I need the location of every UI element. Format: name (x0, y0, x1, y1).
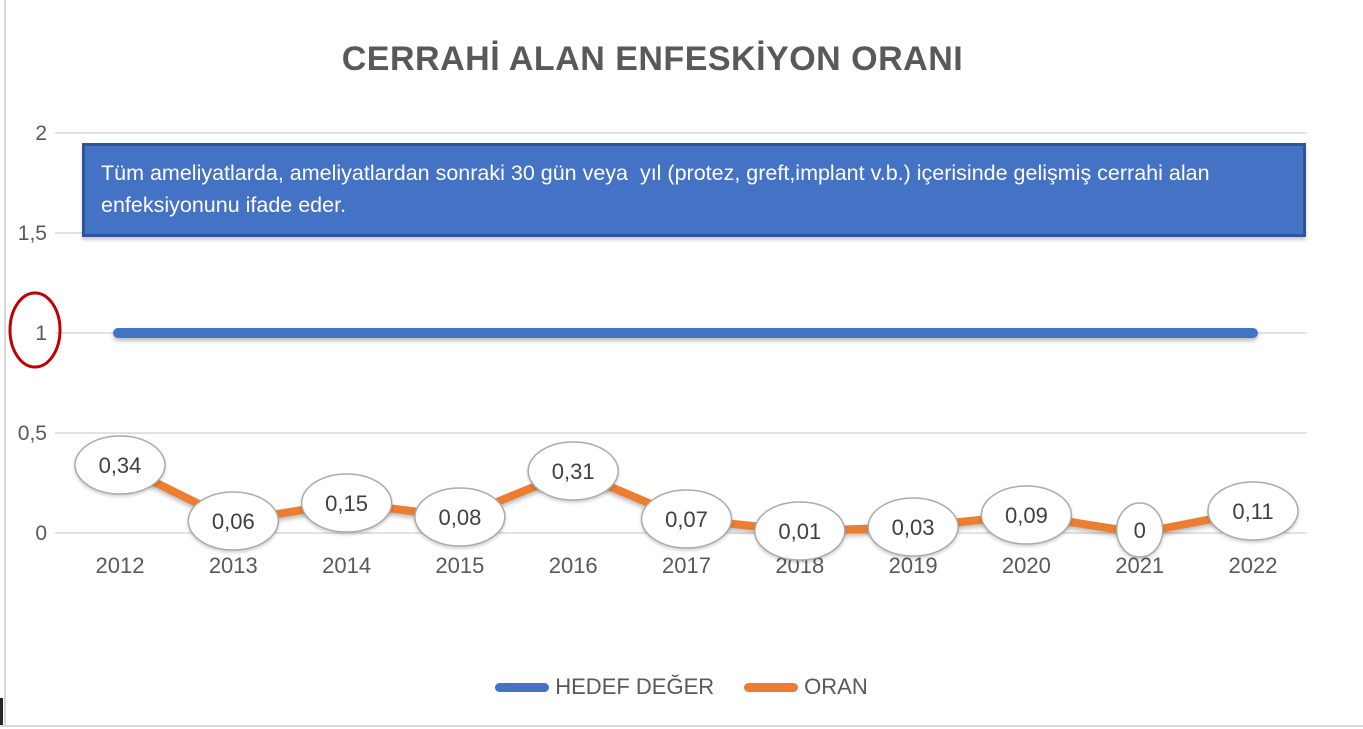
data-label-ellipse (527, 441, 619, 501)
data-label-ellipse (980, 485, 1073, 545)
chart-title: CERRAHİ ALAN ENFESKİYON ORANI (341, 40, 964, 78)
x-axis-year-label: 2020 (1002, 553, 1051, 578)
data-label: 0,34 (99, 453, 142, 478)
data-label-ellipse (1207, 481, 1299, 541)
data-label: 0,09 (1005, 503, 1048, 528)
data-label: 0,08 (438, 505, 481, 530)
x-axis-year-label: 2017 (662, 553, 711, 578)
data-label: 0,01 (778, 519, 821, 544)
data-label: 0,31 (552, 459, 595, 484)
data-label: 0,11 (1232, 499, 1273, 524)
legend-item-hedef-deger: HEDEF DEĞER (495, 674, 714, 700)
legend-label-oran: ORAN (804, 674, 868, 699)
legend-label-hedef-deger: HEDEF DEĞER (555, 674, 715, 699)
x-axis-year-label: 2019 (889, 553, 938, 578)
chart-legend: HEDEF DEĞER ORAN (0, 674, 1363, 700)
data-label: 0,06 (212, 509, 255, 534)
x-axis-year-label: 2013 (209, 553, 258, 578)
x-axis-year-label: 2014 (322, 553, 371, 578)
data-label-ellipse (754, 501, 846, 561)
y-axis-tick-label: 1,5 (18, 222, 47, 245)
data-label: 0 (1134, 518, 1146, 543)
y-axis-tick-label: 0,5 (18, 422, 47, 445)
x-axis-year-label: 2022 (1229, 553, 1278, 578)
data-label-ellipse (74, 435, 166, 495)
y-axis-tick-label: 0 (35, 522, 47, 545)
x-axis-year-label: 2015 (435, 553, 484, 578)
data-label-ellipse (1115, 502, 1164, 558)
rate-line-swatch-icon (744, 682, 799, 692)
x-axis-year-label: 2012 (96, 553, 145, 578)
y-axis-tick-label: 1 (35, 322, 47, 345)
data-label-ellipse (867, 497, 959, 557)
data-label-ellipse (187, 491, 280, 551)
left-border-line (4, 0, 6, 725)
red-circle-annotation (8, 291, 62, 369)
x-axis-year-label: 2016 (549, 553, 598, 578)
info-text-box: Tüm ameliyatlarda, ameliyatlardan sonrak… (82, 143, 1306, 237)
left-border-dark-segment (0, 698, 3, 727)
info-text: Tüm ameliyatlarda, ameliyatlardan sonrak… (101, 161, 1216, 218)
data-label-ellipse (414, 487, 506, 547)
y-axis-tick-label: 2 (35, 122, 47, 145)
bottom-border-line (0, 725, 1363, 727)
legend-item-oran: ORAN (744, 674, 868, 700)
data-label: 0,15 (325, 491, 368, 516)
data-label: 0,07 (665, 507, 708, 532)
data-label-ellipse (640, 489, 733, 549)
data-label: 0,03 (892, 515, 935, 540)
target-line-swatch-icon (495, 682, 550, 692)
data-label-ellipse (300, 473, 393, 533)
